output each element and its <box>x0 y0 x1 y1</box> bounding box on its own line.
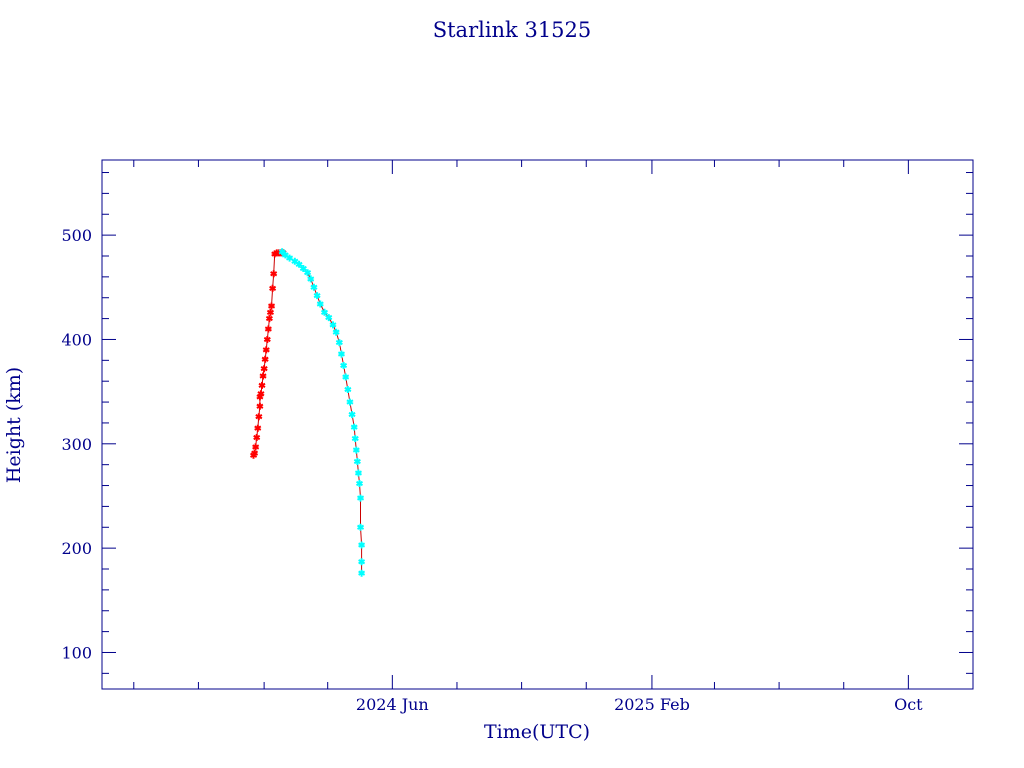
data-point <box>320 308 329 316</box>
data-point <box>253 434 261 441</box>
data-point <box>262 346 270 354</box>
chart-title: Starlink 31525 <box>433 18 592 42</box>
x-tick-label: Oct <box>894 695 923 714</box>
data-point <box>344 386 352 393</box>
series-0 <box>250 249 287 459</box>
data-point <box>355 480 364 487</box>
data-point <box>266 308 274 316</box>
x-axis-label: Time(UTC) <box>484 721 590 743</box>
data-point <box>346 398 354 406</box>
y-tick-label: 100 <box>61 643 92 662</box>
data-point <box>286 254 294 262</box>
data-point <box>270 270 278 278</box>
x-tick-label: 2025 Feb <box>614 695 690 714</box>
data-point <box>255 413 263 421</box>
data-point <box>268 302 276 310</box>
data-point <box>357 523 365 531</box>
data-point <box>257 390 265 398</box>
data-point <box>340 362 348 369</box>
series-layer <box>250 248 366 577</box>
y-tick-label: 400 <box>61 330 92 349</box>
data-point <box>316 300 324 308</box>
x-tick-label: 2024 Jun <box>356 695 429 714</box>
data-point <box>351 435 359 443</box>
data-point <box>295 260 303 268</box>
data-point <box>358 558 366 566</box>
data-point <box>260 365 268 373</box>
data-point <box>256 402 264 410</box>
data-point <box>354 469 362 477</box>
data-point <box>313 292 321 300</box>
data-point <box>358 569 366 577</box>
data-point <box>310 283 318 291</box>
data-point <box>299 265 307 272</box>
data-point <box>332 328 340 336</box>
data-point <box>342 373 350 381</box>
data-point <box>304 269 312 277</box>
x-axis: 2024 Jun 2025 Feb Oct <box>133 160 923 714</box>
data-point <box>263 336 271 343</box>
data-point <box>261 355 269 363</box>
series-1 <box>278 248 366 577</box>
data-point <box>337 350 345 358</box>
data-point <box>254 424 262 432</box>
data-point <box>259 372 267 380</box>
y-tick-label: 200 <box>61 539 92 558</box>
data-point <box>357 494 365 502</box>
data-point <box>352 446 360 454</box>
y-tick-label: 300 <box>61 435 92 454</box>
data-point <box>335 339 343 347</box>
data-point <box>251 449 259 457</box>
data-point <box>307 275 315 283</box>
data-point <box>350 423 358 431</box>
series-connector-line <box>253 251 363 574</box>
y-tick-label: 500 <box>61 226 92 245</box>
data-point <box>353 458 361 465</box>
data-point <box>348 411 356 419</box>
data-point <box>264 325 272 333</box>
data-point <box>325 314 333 322</box>
data-point <box>358 541 366 549</box>
data-point <box>329 321 337 329</box>
y-axis: 100 200 300 400 500 <box>61 172 973 674</box>
data-point <box>252 443 260 451</box>
y-axis-label: Height (km) <box>3 367 25 483</box>
data-point <box>265 315 273 323</box>
data-point <box>269 284 277 292</box>
data-point <box>258 381 266 389</box>
plot-area <box>101 159 974 690</box>
